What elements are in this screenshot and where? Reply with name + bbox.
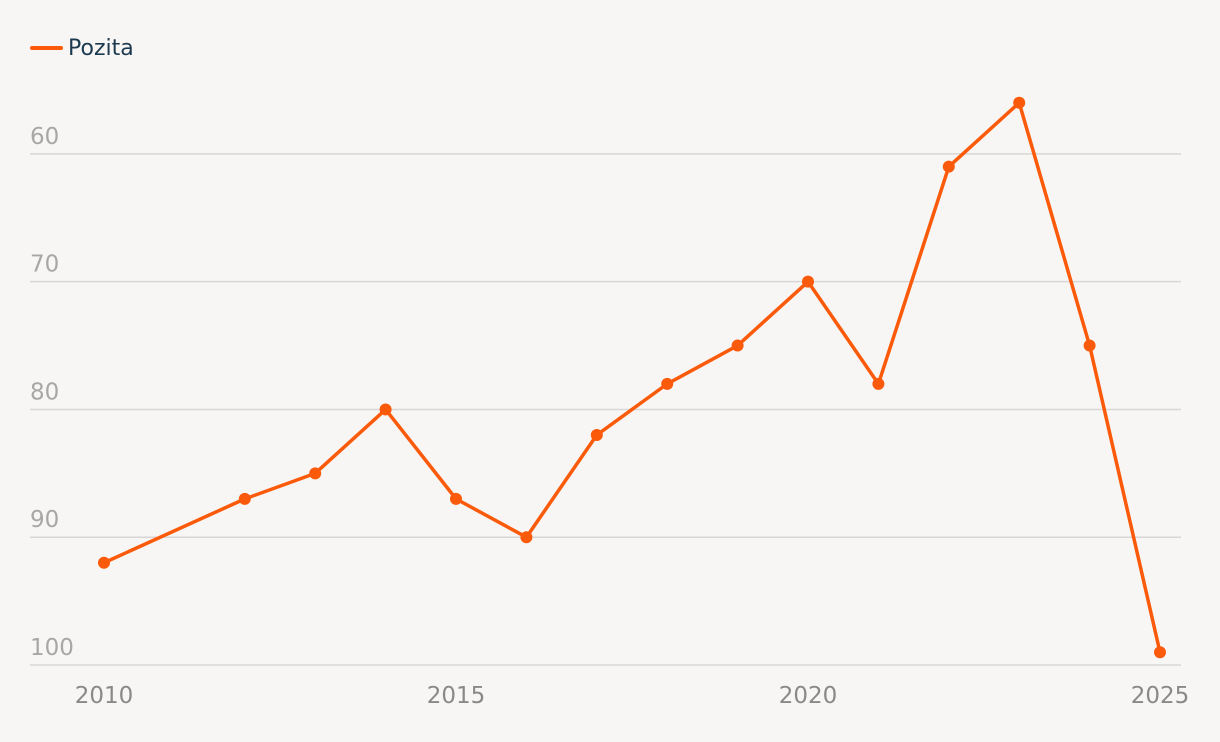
y-axis-ticks: 60 70 80 90 100 [30, 124, 74, 661]
x-tick-label: 2025 [1131, 683, 1190, 709]
data-point [590, 429, 603, 441]
data-point [872, 377, 885, 390]
data-point [1013, 96, 1026, 109]
data-point [379, 403, 392, 416]
legend-label: Pozita [68, 36, 134, 61]
y-tick-label: 60 [30, 124, 59, 150]
x-axis-ticks: 2010 2015 2020 2025 [75, 683, 1190, 709]
data-point [802, 275, 814, 288]
data-point [942, 160, 955, 173]
data-point [520, 531, 533, 544]
series-line [102, 101, 1162, 654]
x-tick-label: 2020 [779, 683, 838, 709]
y-tick-label: 90 [30, 507, 59, 533]
data-point [238, 492, 251, 505]
y-tick-label: 100 [30, 635, 74, 661]
data-point [731, 339, 744, 352]
series-pozita [98, 96, 1166, 659]
data-point [1154, 646, 1166, 659]
y-tick-label: 80 [30, 379, 59, 405]
data-point [98, 556, 110, 569]
y-tick-label: 70 [30, 252, 59, 278]
data-point [450, 492, 462, 505]
gridlines [30, 153, 1181, 666]
data-point [309, 467, 322, 480]
x-tick-label: 2010 [75, 683, 134, 709]
x-tick-label: 2015 [427, 683, 486, 709]
data-point [661, 377, 674, 390]
data-point [1083, 339, 1096, 352]
legend: Pozita [30, 36, 134, 61]
